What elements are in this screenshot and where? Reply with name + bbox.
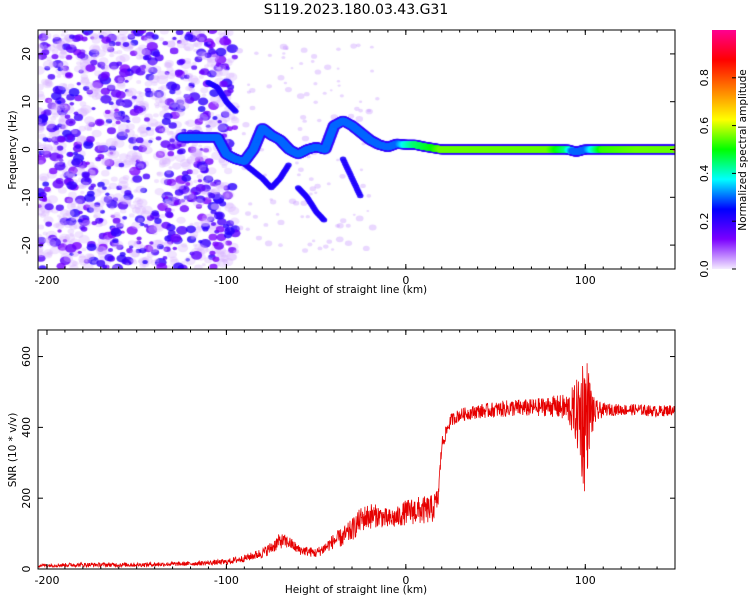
colorbar-tick-label: 0.6 [698, 117, 711, 135]
snr-ylabel: SNR (10 * v/v) [7, 413, 19, 488]
snr-y-tick-label: 0 [20, 566, 33, 573]
colorbar-label: Normalized spectral amplitude [737, 69, 749, 230]
snr-y-tick-label: 400 [20, 417, 33, 438]
spectrogram-x-tick-label: -100 [214, 274, 239, 287]
colorbar-tick-label: 0.2 [698, 212, 711, 230]
snr-frame [37, 329, 676, 570]
snr-series-line [37, 363, 676, 569]
spectrogram-frame [37, 29, 676, 270]
spectrogram-ylabel: Frequency (Hz) [7, 110, 19, 189]
colorbar: 0.0 0.2 0.4 0.6 0.8 Normalized spectral ampl… [698, 30, 749, 278]
snr-xlabel: Height of straight line (km) [285, 584, 427, 596]
colorbar-tick-label: 0.0 [698, 260, 711, 278]
snr-x-tick-label: 100 [575, 574, 596, 587]
spectrogram-xlabel: Height of straight line (km) [285, 284, 427, 296]
colorbar-tick-label: 0.4 [698, 165, 711, 183]
snr-ticks: -200 -100 0 100 0 200 400 600 [20, 330, 676, 587]
snr-x-tick-label: -200 [34, 574, 59, 587]
spectrogram-y-tick-label: 0 [20, 146, 33, 153]
colorbar-gradient [712, 30, 736, 269]
figure-title: S119.2023.180.03.43.G31 [264, 2, 449, 18]
spectrogram-y-tick-label: -10 [20, 188, 33, 206]
spectrogram-y-tick-label: 10 [20, 95, 33, 109]
spectrogram-heatmap [38, 30, 675, 269]
spectrogram-y-tick-label: -20 [20, 236, 33, 254]
spectrogram-x-tick-label: 0 [402, 274, 409, 287]
snr-x-tick-label: -100 [214, 574, 239, 587]
spectrogram-x-tick-label: 100 [575, 274, 596, 287]
snr-y-tick-label: 600 [20, 346, 33, 367]
colorbar-ticks: 0.0 0.2 0.4 0.6 0.8 [698, 69, 736, 278]
snr-panel: -200 -100 0 100 0 200 400 600 Height of straigh… [7, 329, 676, 596]
snr-y-tick-label: 200 [20, 488, 33, 509]
colorbar-tick-label: 0.8 [698, 69, 711, 87]
spectrogram-y-tick-label: 20 [20, 47, 33, 61]
spectrogram-x-tick-label: -200 [34, 274, 59, 287]
snr-x-tick-label: 0 [402, 574, 409, 587]
